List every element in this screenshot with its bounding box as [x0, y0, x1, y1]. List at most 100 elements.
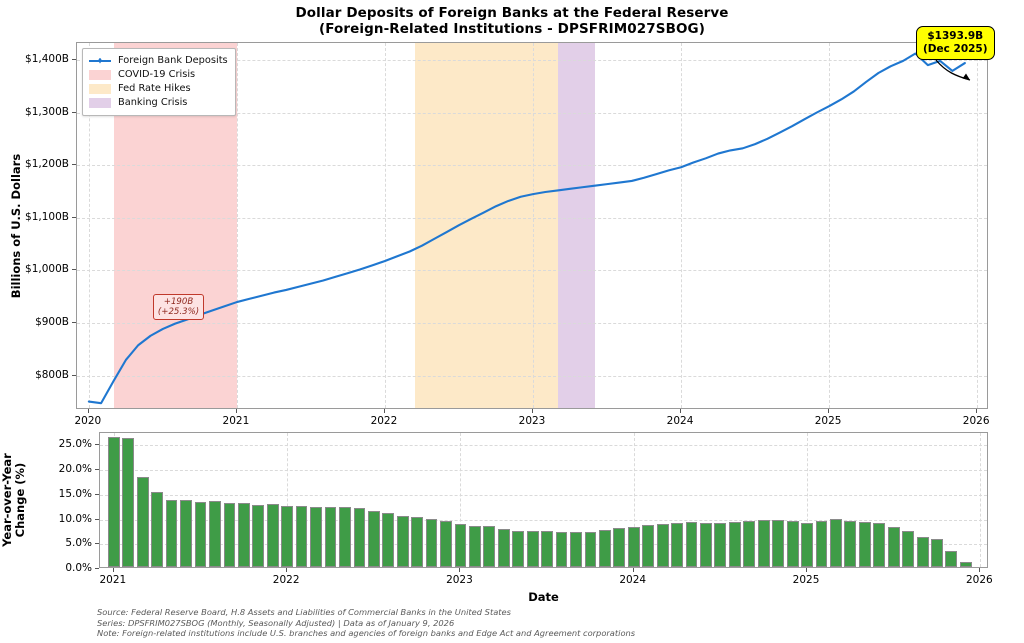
page-title: Dollar Deposits of Foreign Banks at the …	[0, 5, 1024, 37]
yoy-bar	[281, 506, 294, 567]
xtick-mark	[112, 568, 114, 572]
legend-patch-swatch-icon	[89, 69, 111, 80]
legend-item-covid-19-crisis[interactable]: COVID-19 Crisis	[89, 68, 228, 81]
yoy-bar	[396, 515, 409, 567]
title-line-2: (Foreign-Related Institutions - DPSFRIM0…	[318, 21, 706, 37]
bar-chart-ytick: 10.0%	[58, 512, 92, 525]
gridline-vertical	[633, 433, 635, 567]
title-line-1: Dollar Deposits of Foreign Banks at the …	[295, 5, 729, 21]
yoy-bar	[685, 522, 698, 567]
bar-chart-ytick: 5.0%	[65, 537, 92, 550]
ytick-mark	[72, 216, 76, 218]
gridline-vertical	[460, 433, 462, 567]
gridline-horizontal	[100, 445, 987, 447]
yoy-bar	[237, 503, 250, 567]
yoy-bar	[916, 537, 929, 567]
legend-item-label: Foreign Bank Deposits	[118, 55, 228, 66]
yoy-bar	[902, 530, 914, 567]
yoy-bar	[483, 525, 496, 567]
yoy-bar	[194, 502, 207, 567]
bar-chart-xtick: 2024	[619, 574, 647, 586]
yoy-bar	[353, 508, 366, 567]
yoy-bar	[151, 491, 164, 567]
legend-item-foreign-bank-deposits[interactable]: Foreign Bank Deposits	[89, 54, 228, 67]
yoy-bar	[801, 522, 813, 567]
yoy-bar	[468, 526, 481, 567]
line-chart-ytick: $1,300B	[25, 105, 69, 118]
gridline-horizontal	[77, 112, 987, 114]
latest-value-line-1: $1393.9B	[927, 30, 984, 42]
yoy-bar	[642, 524, 654, 567]
gridline-vertical	[287, 433, 289, 567]
line-chart-ytick: $1,100B	[25, 210, 69, 223]
ytick-mark	[72, 58, 76, 60]
yoy-bar	[887, 527, 900, 567]
xtick-mark	[383, 409, 385, 413]
line-chart-ytick: $800B	[35, 368, 69, 381]
gridline-vertical	[681, 43, 683, 408]
latest-value-line-2: (Dec 2025)	[923, 42, 988, 55]
annotation-arrow-icon	[935, 59, 971, 81]
yoy-bar	[208, 500, 221, 567]
yoy-bar	[757, 520, 770, 567]
yoy-bar	[266, 504, 279, 567]
chart-legend[interactable]: Foreign Bank Deposits COVID-19 Crisis Fed …	[82, 48, 236, 116]
yoy-bar	[627, 526, 640, 567]
yoy-bar	[844, 520, 857, 567]
line-chart-xtick: 2022	[370, 415, 398, 427]
yoy-bar	[136, 477, 149, 567]
gridline-horizontal	[77, 323, 987, 325]
deposits-line-series	[87, 52, 966, 405]
xtick-mark	[235, 409, 237, 413]
yoy-bar	[570, 532, 582, 567]
yoy-bar	[122, 437, 135, 567]
yoy-bar	[858, 521, 871, 567]
line-chart-xtick: 2020	[74, 415, 102, 427]
gridline-horizontal	[100, 470, 987, 472]
legend-item-fed-rate-hikes[interactable]: Fed Rate Hikes	[89, 82, 228, 95]
bar-chart-ytick: 20.0%	[58, 463, 92, 476]
yoy-bar	[656, 523, 669, 567]
yoy-bar	[960, 562, 972, 567]
yoy-bar	[497, 529, 510, 567]
latest-value-annotation: $1393.9B (Dec 2025)	[916, 26, 995, 60]
line-chart-xtick: 2025	[814, 415, 842, 427]
yoy-bar	[295, 505, 308, 567]
legend-item-label: Banking Crisis	[118, 97, 188, 108]
gridline-vertical	[236, 43, 238, 408]
bar-chart-ytick: 25.0%	[58, 438, 92, 451]
legend-item-label: Fed Rate Hikes	[118, 83, 191, 94]
line-chart-ytick: $1,400B	[25, 52, 69, 65]
yoy-bar	[743, 520, 756, 567]
ytick-mark	[72, 111, 76, 113]
yoy-bar	[454, 524, 467, 567]
ytick-mark	[72, 374, 76, 376]
gridline-vertical	[977, 43, 979, 408]
ytick-mark	[95, 444, 99, 446]
yoy-bar	[310, 507, 322, 567]
yoy-bar	[671, 522, 683, 567]
xtick-mark	[828, 409, 830, 413]
line-chart-xtick: 2021	[222, 415, 250, 427]
line-chart-ytick: $1,200B	[25, 158, 69, 171]
yoy-bar	[584, 531, 597, 567]
gridline-horizontal	[100, 494, 987, 496]
gridline-vertical	[807, 433, 809, 567]
footnote-line-1: Source: Federal Reserve Board, H.8 Asset…	[97, 607, 511, 617]
covid-growth-annotation: +190B (+25.3%)	[152, 293, 205, 320]
line-chart-ytick: $1,000B	[25, 263, 69, 276]
ytick-mark	[95, 469, 99, 471]
yoy-bar	[223, 502, 236, 567]
yoy-bar	[786, 520, 799, 567]
line-chart-ytick: $900B	[35, 316, 69, 329]
xtick-mark	[286, 568, 288, 572]
shaded-span-fed-rate-hikes	[414, 43, 559, 408]
yoy-bar	[772, 520, 784, 567]
legend-item-banking-crisis[interactable]: Banking Crisis	[89, 96, 228, 109]
ytick-mark	[72, 164, 76, 166]
ytick-mark	[95, 493, 99, 495]
yoy-bar	[180, 499, 192, 567]
bar-chart-xtick: 2022	[272, 574, 300, 586]
xtick-mark	[632, 568, 634, 572]
